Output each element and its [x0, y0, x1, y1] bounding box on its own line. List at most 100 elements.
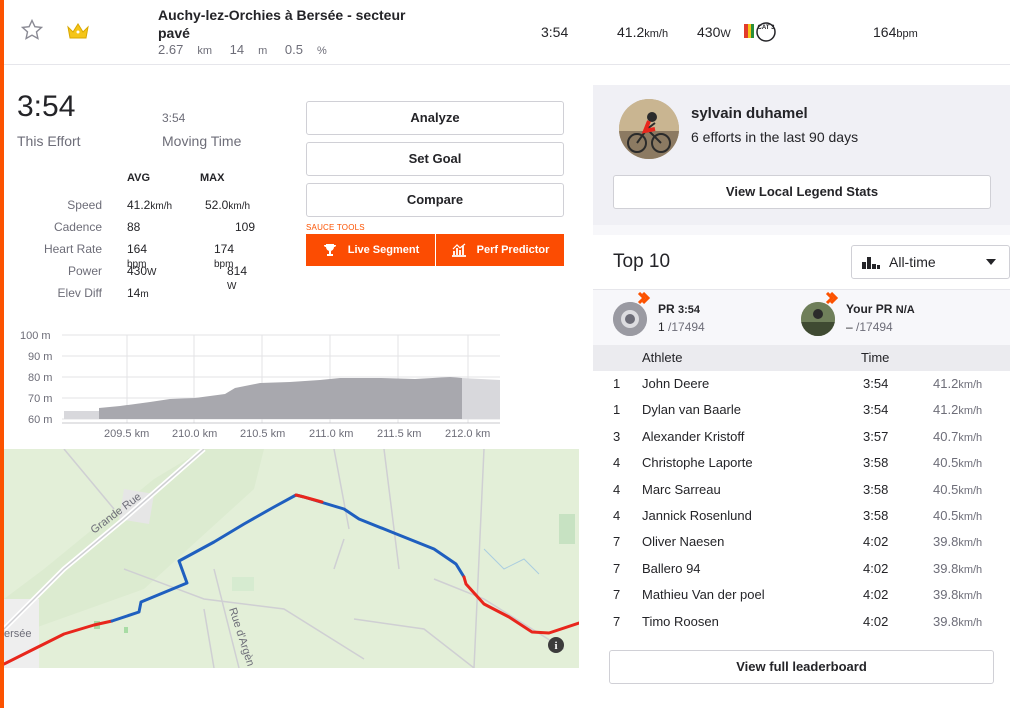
row-speed-value: 40.5	[933, 481, 959, 497]
row-speed-value: 39.8	[933, 534, 959, 550]
row-time: 4:02	[863, 560, 889, 576]
stat-max: 174 bpm	[214, 242, 234, 270]
table-row[interactable]: 4 Marc Sarreau 3:58 40.5km/h	[593, 477, 1010, 503]
segment-stats: 2.67 km 14 m 0.5%	[158, 42, 341, 57]
pr-label: PR 3:54	[658, 302, 700, 316]
pr-rank: 1 /17494	[658, 320, 705, 334]
stat-max-unit: km/h	[228, 201, 251, 212]
live-segment-button[interactable]: Live Segment	[306, 234, 435, 266]
map-canvas[interactable]: Grande Rue Rue d'Argèn ersée i	[4, 449, 579, 668]
stat-avg: 164 bpm	[127, 242, 147, 270]
segment-map[interactable]: Grande Rue Rue d'Argèn ersée i	[4, 449, 579, 668]
view-local-legend-button[interactable]: View Local Legend Stats	[613, 175, 991, 209]
table-row[interactable]: 4 Jannick Rosenlund 3:58 40.5km/h	[593, 503, 1010, 529]
segment-grade: 0.5	[284, 42, 303, 57]
table-row[interactable]: 7 Oliver Naesen 4:02 39.8km/h	[593, 529, 1010, 555]
stat-max-value: 814	[227, 264, 248, 278]
row-speed-value: 41.2	[933, 376, 959, 391]
row-athlete[interactable]: Ballero 94	[642, 560, 701, 576]
row-speed-unit: km/h	[958, 511, 983, 523]
heartrate-unit: bpm	[896, 28, 918, 40]
your-pr-label: Your PR N/A	[846, 302, 915, 316]
table-row[interactable]: 7 Mathieu Van der poel 4:02 39.8km/h	[593, 582, 1010, 608]
row-rank: 4	[613, 455, 621, 471]
y-tick: 80 m	[28, 372, 52, 384]
category-badge-icon: CAT 3	[744, 22, 776, 42]
row-time: 4:02	[863, 613, 889, 629]
your-pr-total: /17494	[856, 320, 893, 334]
row-athlete[interactable]: Alexander Kristoff	[642, 428, 745, 444]
power-value: 430	[697, 24, 721, 40]
x-tick: 209.5 km	[104, 428, 149, 440]
x-tick: 211.5 km	[377, 428, 421, 440]
row-rank: 7	[613, 613, 621, 629]
table-row[interactable]: 3 Alexander Kristoff 3:57 40.7km/h	[593, 424, 1010, 450]
compare-button[interactable]: Compare	[306, 183, 564, 217]
speed-value: 41.2	[617, 24, 645, 40]
info-icon[interactable]	[548, 637, 564, 653]
segment-heartrate: 164bpm	[873, 24, 918, 40]
stat-label: Power	[67, 264, 102, 278]
row-athlete[interactable]: Mathieu Van der poel	[642, 587, 765, 603]
stat-avg: 88	[127, 220, 140, 234]
row-time: 3:54	[863, 376, 889, 391]
row-rank: 7	[613, 560, 621, 576]
stat-label: Heart Rate	[43, 242, 102, 256]
segment-name[interactable]: Auchy-lez-Orchies à Bersée - secteur pav…	[158, 7, 406, 41]
table-row[interactable]: 4 Christophe Laporte 3:58 40.5km/h	[593, 450, 1010, 476]
stat-avg-value: 41.2	[127, 198, 151, 212]
row-time: 4:02	[863, 587, 889, 603]
legend-efforts: 6 efforts in the last 90 days	[691, 129, 859, 145]
row-athlete[interactable]: Oliver Naesen	[642, 534, 725, 550]
distance-unit: km	[197, 45, 212, 57]
your-pr-title: Your PR	[846, 302, 893, 316]
your-pr-value: N/A	[895, 304, 915, 316]
svg-text:i: i	[554, 640, 557, 652]
table-row[interactable]: 1 John Deere 3:54 41.2km/h	[593, 371, 1010, 397]
avatar[interactable]	[619, 99, 679, 159]
row-speed-value: 39.8	[933, 587, 959, 603]
set-goal-button[interactable]: Set Goal	[306, 142, 564, 176]
perf-predictor-button[interactable]: Perf Predictor	[436, 234, 564, 266]
row-speed-unit: km/h	[958, 563, 983, 576]
row-athlete[interactable]: Christophe Laporte	[642, 455, 753, 471]
row-speed-value: 40.5	[933, 455, 959, 471]
map-label: ersée	[4, 628, 32, 640]
stat-label: Elev Diff	[57, 286, 102, 300]
x-tick: 210.5 km	[240, 428, 285, 440]
row-rank: 4	[613, 481, 621, 497]
legend-athlete-name[interactable]: sylvain duhamel	[691, 105, 808, 122]
analyze-button[interactable]: Analyze	[306, 101, 564, 135]
elevation-unit: m	[258, 45, 268, 57]
pr-time: 3:54	[678, 304, 701, 316]
power-unit: W	[720, 28, 731, 40]
elevation-chart: 100 m 90 m 80 m 70 m 60 m 209.5 km 210.0…	[20, 330, 500, 440]
your-pr-rank-value: –	[846, 320, 853, 334]
row-athlete[interactable]: John Deere	[642, 376, 710, 391]
pr-medal-icon	[637, 292, 651, 305]
time-filter-dropdown[interactable]: All-time	[851, 245, 1010, 279]
row-time: 4:02	[863, 534, 889, 550]
table-row[interactable]: 1 Dylan van Baarle 3:54 41.2km/h	[593, 397, 1010, 423]
row-rank: 1	[613, 402, 621, 418]
segment-distance: 2.67	[158, 42, 184, 57]
row-speed-value: 40.5	[933, 508, 959, 523]
table-row[interactable]: 7 Timo Roosen 4:02 39.8km/h	[593, 609, 1010, 635]
pr-total: /17494	[668, 320, 705, 334]
row-athlete[interactable]: Jannick Rosenlund	[642, 508, 752, 523]
view-full-leaderboard-button[interactable]: View full leaderboard	[609, 650, 994, 684]
speed-unit: km/h	[644, 28, 669, 40]
row-speed: 41.2km/h	[933, 402, 982, 417]
segment-row[interactable]: Auchy-lez-Orchies à Bersée - secteur pav…	[4, 0, 1010, 65]
stat-max: 814 W	[227, 264, 247, 292]
row-speed: 40.5km/h	[933, 455, 982, 470]
row-speed: 40.5km/h	[933, 508, 982, 523]
row-athlete[interactable]: Timo Roosen	[642, 613, 719, 629]
star-icon[interactable]	[20, 18, 44, 42]
table-row[interactable]: 7 Ballero 94 4:02 39.8km/h	[593, 556, 1010, 582]
heartrate-value: 164	[873, 24, 897, 40]
row-athlete[interactable]: Marc Sarreau	[642, 481, 721, 497]
row-speed-unit: km/h	[958, 590, 983, 603]
your-avatar	[801, 302, 835, 336]
row-athlete[interactable]: Dylan van Baarle	[642, 402, 741, 418]
